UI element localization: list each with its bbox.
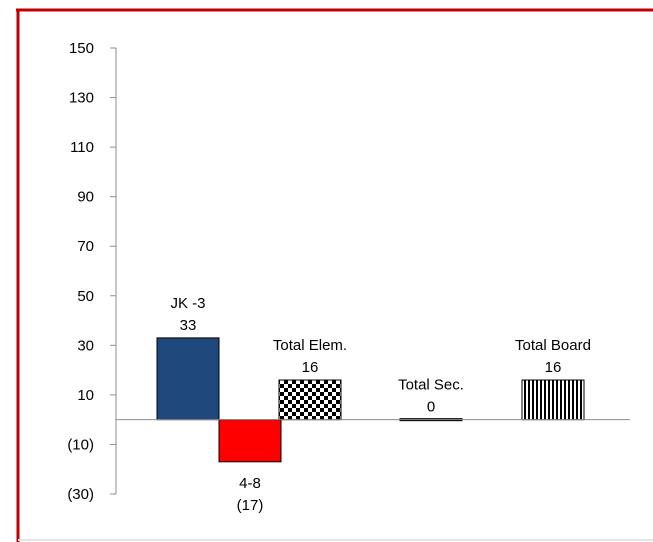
y-tick-label: 130 — [69, 90, 94, 107]
category-label: 4-8 — [239, 475, 261, 492]
y-tick-label: 10 — [77, 387, 94, 404]
category-label: Total Sec. — [398, 377, 464, 394]
axes — [115, 48, 630, 494]
y-tick-label: (10) — [67, 436, 94, 453]
y-axis-ticks: (30) (10) 10 30 50 70 90 110 130 150 — [67, 40, 116, 503]
bar-0 — [156, 337, 220, 421]
value-label: 33 — [180, 317, 197, 334]
value-label: 16 — [302, 359, 319, 376]
bar-2 — [278, 379, 342, 421]
y-tick-label: 90 — [77, 189, 94, 206]
y-tick-label: 150 — [69, 40, 94, 57]
value-label: 0 — [427, 399, 435, 416]
data-labels: JK -3 33 4-8 (17) Total Elem. 16 Total Sec. 0 To… — [170, 295, 590, 514]
category-label: Total Elem. — [273, 337, 347, 354]
bar-4 — [521, 379, 585, 421]
bar-1 — [218, 419, 282, 463]
chart-border — [16, 8, 653, 542]
category-label: Total Board — [515, 337, 591, 354]
y-tick-label: 30 — [77, 337, 94, 354]
y-tick-label: 50 — [77, 288, 94, 305]
value-label: 16 — [545, 359, 562, 376]
y-tick-label: 70 — [77, 238, 94, 255]
y-tick-label: (30) — [67, 486, 94, 503]
category-label: JK -3 — [170, 295, 205, 312]
value-label: (17) — [237, 497, 264, 514]
y-tick-label: 110 — [70, 139, 94, 156]
bars — [156, 337, 585, 463]
